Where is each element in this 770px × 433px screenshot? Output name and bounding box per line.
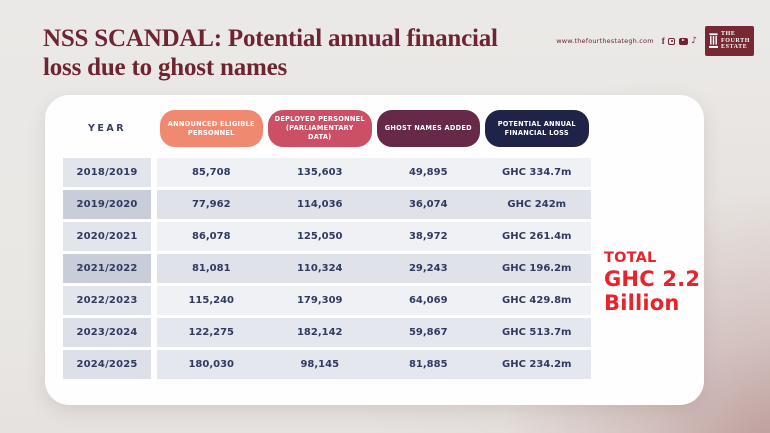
cell-deployed: 125,050 bbox=[265, 222, 374, 251]
youtube-icon bbox=[678, 37, 688, 45]
cell-year: 2022/2023 bbox=[63, 286, 151, 315]
cell-deployed: 98,145 bbox=[265, 350, 374, 379]
cell-announced: 180,030 bbox=[157, 350, 266, 379]
cell-deployed: 182,142 bbox=[265, 318, 374, 347]
cell-loss: GHC 334.7m bbox=[482, 158, 591, 187]
column-header-announced-eligible-personnel: ANNOUNCED ELIGIBLE PERSONNEL bbox=[159, 110, 263, 147]
cell-ghost: 81,885 bbox=[374, 350, 483, 379]
total-label: TOTAL bbox=[604, 250, 657, 266]
page-title: NSS SCANDAL: Potential annual financial … bbox=[43, 24, 603, 83]
website-url: www.thefourthestategh.com bbox=[556, 37, 654, 45]
cell-announced: 81,081 bbox=[157, 254, 266, 283]
data-card: YEAR ANNOUNCED ELIGIBLE PERSONNEL DEPLOY… bbox=[45, 95, 704, 405]
cell-loss: GHC 234.2m bbox=[482, 350, 591, 379]
page-title-line1: NSS SCANDAL: Potential annual financial bbox=[43, 25, 498, 52]
cell-year: 2019/2020 bbox=[63, 190, 151, 219]
cell-year: 2018/2019 bbox=[63, 158, 151, 187]
cell-ghost: 49,895 bbox=[374, 158, 483, 187]
cell-ghost: 64,069 bbox=[374, 286, 483, 315]
social-icons: f ♪ bbox=[661, 35, 697, 46]
instagram-icon bbox=[668, 37, 676, 45]
table-row: 2022/2023 115,240 179,309 64,069 GHC 429… bbox=[63, 286, 591, 315]
logo-text: THE FOURTH ESTATE bbox=[720, 30, 751, 51]
total-callout: TOTAL GHC 2.2 Billion bbox=[604, 250, 700, 315]
cell-year: 2021/2022 bbox=[63, 254, 151, 283]
column-header-year: YEAR bbox=[87, 123, 127, 134]
header-meta: www.thefourthestategh.com f ♪ THE FOURTH… bbox=[556, 26, 754, 56]
column-header-potential-annual-financial-loss: POTENTIAL ANNUAL FINANCIAL LOSS bbox=[485, 110, 589, 147]
cell-deployed: 114,036 bbox=[265, 190, 374, 219]
cell-loss: GHC 513.7m bbox=[482, 318, 591, 347]
table-row: 2018/2019 85,708 135,603 49,895 GHC 334.… bbox=[63, 158, 591, 187]
table-row: 2023/2024 122,275 182,142 59,867 GHC 513… bbox=[63, 318, 591, 347]
cell-year: 2023/2024 bbox=[63, 318, 151, 347]
cell-announced: 77,962 bbox=[157, 190, 266, 219]
cell-loss: GHC 429.8m bbox=[482, 286, 591, 315]
cell-announced: 122,275 bbox=[157, 318, 266, 347]
total-value-line1: GHC 2.2 bbox=[604, 267, 701, 292]
cell-ghost: 59,867 bbox=[374, 318, 483, 347]
cell-announced: 115,240 bbox=[157, 286, 266, 315]
cell-announced: 85,708 bbox=[157, 158, 266, 187]
cell-ghost: 38,972 bbox=[374, 222, 483, 251]
cell-ghost: 36,074 bbox=[374, 190, 483, 219]
pillar-icon bbox=[708, 33, 718, 48]
table-row: 2021/2022 81,081 110,324 29,243 GHC 196.… bbox=[63, 254, 591, 283]
fourth-estate-logo: THE FOURTH ESTATE bbox=[705, 26, 754, 56]
cell-year: 2020/2021 bbox=[63, 222, 151, 251]
cell-loss: GHC 242m bbox=[482, 190, 591, 219]
table-row: 2019/2020 77,962 114,036 36,074 GHC 242m bbox=[63, 190, 591, 219]
cell-ghost: 29,243 bbox=[374, 254, 483, 283]
table-row: 2024/2025 180,030 98,145 81,885 GHC 234.… bbox=[63, 350, 591, 379]
cell-loss: GHC 196.2m bbox=[482, 254, 591, 283]
facebook-icon: f bbox=[661, 35, 665, 46]
cell-deployed: 135,603 bbox=[265, 158, 374, 187]
cell-loss: GHC 261.4m bbox=[482, 222, 591, 251]
column-header-deployed-personnel: DEPLOYED PERSONNEL (PARLIAMENTARY DATA) bbox=[268, 110, 372, 147]
cell-deployed: 179,309 bbox=[265, 286, 374, 315]
page-title-line2: loss due to ghost names bbox=[43, 54, 288, 82]
data-table: 2018/2019 85,708 135,603 49,895 GHC 334.… bbox=[63, 155, 591, 382]
cell-announced: 86,078 bbox=[157, 222, 266, 251]
cell-deployed: 110,324 bbox=[265, 254, 374, 283]
column-header-ghost-names-added: GHOST NAMES ADDED bbox=[376, 110, 480, 147]
total-value-line2: Billion bbox=[604, 290, 680, 315]
cell-year: 2024/2025 bbox=[63, 350, 151, 379]
table-header-row: YEAR ANNOUNCED ELIGIBLE PERSONNEL DEPLOY… bbox=[63, 110, 591, 147]
table-row: 2020/2021 86,078 125,050 38,972 GHC 261.… bbox=[63, 222, 591, 251]
tiktok-icon: ♪ bbox=[691, 35, 697, 46]
